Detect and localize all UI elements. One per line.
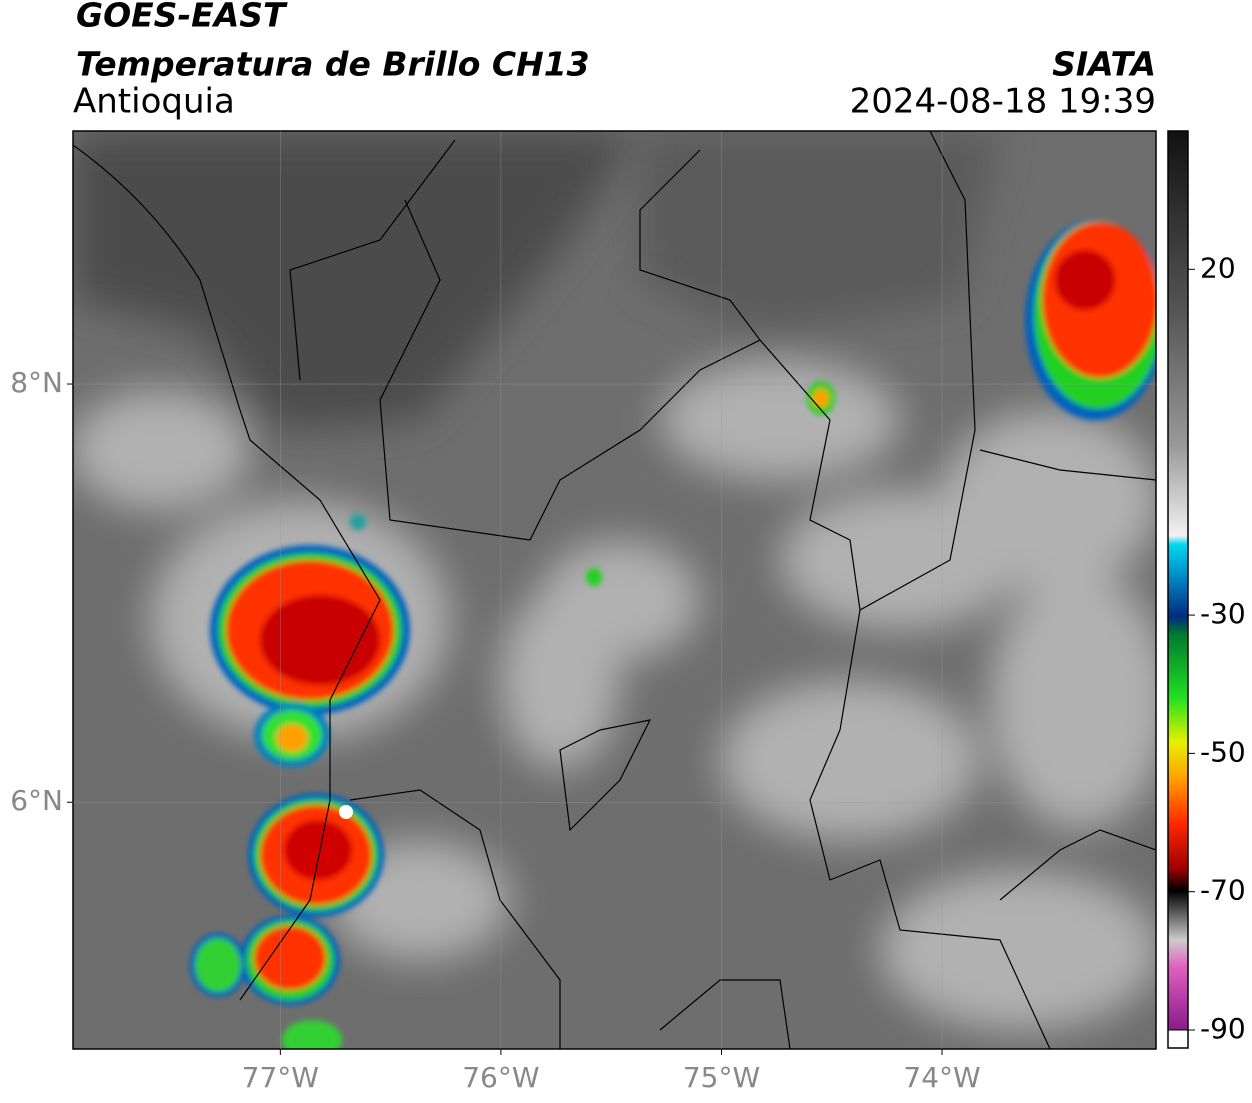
y-tick-label: 6°N	[10, 784, 63, 817]
x-tick-label: 75°W	[683, 1061, 760, 1094]
y-tick-label: 8°N	[10, 366, 63, 399]
colorbar-extension	[1167, 1029, 1189, 1049]
x-tick-label: 77°W	[242, 1061, 319, 1094]
colorbar	[1168, 131, 1188, 1030]
product-title: Temperatura de Brillo CH13	[76, 45, 590, 84]
colorbar-tick-label: 20	[1200, 251, 1236, 284]
x-tick-label: 76°W	[462, 1061, 539, 1094]
map-frame	[72, 130, 1157, 1050]
x-tick-label: 74°W	[903, 1061, 980, 1094]
region-label: Antioquia	[73, 82, 235, 122]
source-label: SIATA	[1052, 45, 1156, 84]
colorbar-tick-label: -50	[1200, 735, 1246, 768]
satellite-title: GOES-EAST	[76, 0, 288, 35]
colorbar-tick-label: -70	[1200, 874, 1246, 907]
colorbar-frame	[1167, 130, 1189, 1049]
satellite-image	[73, 131, 1156, 1049]
colorbar-tick-label: -30	[1200, 597, 1246, 630]
datetime-label: 2024-08-18 19:39	[850, 82, 1156, 122]
colorbar-tick-label: -90	[1200, 1012, 1246, 1045]
